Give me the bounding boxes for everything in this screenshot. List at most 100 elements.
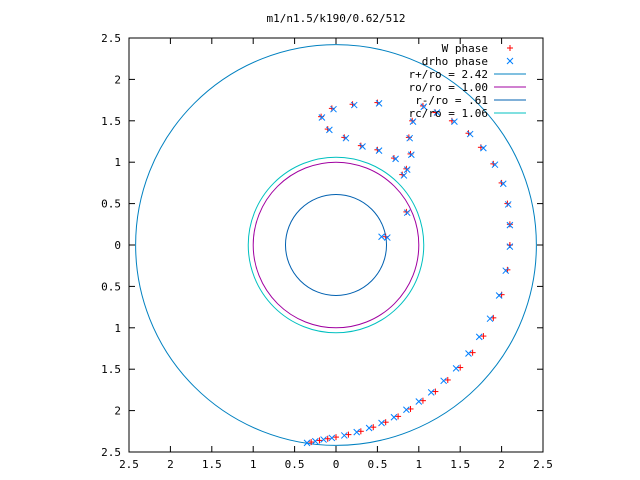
drho-phase-point bbox=[499, 180, 507, 188]
drho-phase-point bbox=[506, 221, 514, 229]
y-tick-label: 2.5 bbox=[101, 32, 121, 45]
y-tick-label: 2 bbox=[114, 73, 121, 86]
drho-phase-point bbox=[451, 118, 458, 125]
w-phase-point bbox=[308, 439, 315, 446]
x-tick-label: 1 bbox=[415, 458, 422, 471]
y-tick-label: 1.5 bbox=[101, 115, 121, 128]
legend-label: W phase bbox=[442, 42, 488, 55]
drho-phase-point bbox=[342, 134, 350, 142]
w-phase-point bbox=[506, 221, 513, 228]
drho-phase-point bbox=[480, 144, 487, 152]
circle-r-ro-2-42 bbox=[135, 44, 537, 446]
x-tick-label: 0.5 bbox=[367, 458, 387, 471]
drho-phase-point bbox=[475, 333, 483, 341]
drho-phase-point bbox=[440, 377, 447, 385]
drho-phase-point bbox=[452, 365, 460, 372]
drho-phase-point bbox=[303, 439, 311, 447]
w-phase-point bbox=[324, 435, 331, 442]
circle-rc-ro-1-06 bbox=[247, 156, 425, 334]
legend-label: r-/ro = .61 bbox=[415, 94, 488, 107]
drho-phase-point bbox=[495, 292, 503, 299]
drho-phase-point bbox=[415, 398, 423, 405]
legend-key bbox=[507, 45, 513, 51]
drho-phase-point bbox=[506, 243, 514, 251]
w-phase-point bbox=[316, 437, 323, 444]
drho-phase-point bbox=[502, 267, 510, 275]
y-tick-label: 1 bbox=[114, 322, 121, 335]
drho-phase-point bbox=[330, 105, 337, 113]
drho-phase-point bbox=[406, 134, 414, 142]
drho-phase-point bbox=[486, 315, 494, 323]
x-tick-label: 2 bbox=[498, 458, 505, 471]
drho-phase-point bbox=[328, 434, 336, 442]
w-phase-point bbox=[469, 349, 476, 356]
drho-phase-point bbox=[390, 413, 398, 421]
drho-phase-point bbox=[311, 437, 319, 445]
drho-phase-point bbox=[353, 428, 361, 436]
drho-phase-point bbox=[504, 201, 512, 208]
w-phase-point bbox=[382, 419, 389, 426]
circle-ro-ro-1-00 bbox=[252, 161, 420, 329]
y-tick-label: 1.5 bbox=[101, 363, 121, 376]
w-phase-point bbox=[395, 413, 402, 420]
legend-label: rc/ro = 1.06 bbox=[409, 107, 488, 120]
y-tick-label: 0.5 bbox=[101, 198, 121, 211]
drho-phase-point bbox=[350, 101, 358, 109]
drho-phase-point bbox=[320, 436, 327, 443]
drho-phase-point bbox=[375, 147, 383, 154]
w-phase-point bbox=[407, 405, 414, 412]
drho-phase-point bbox=[433, 109, 441, 116]
drho-phase-point bbox=[403, 406, 410, 414]
drho-phase-point bbox=[340, 432, 348, 439]
drho-phase-point bbox=[491, 161, 499, 169]
ticks-layer: 2.5 2 1.5 1 0.5 0 0.5 1 1.5 2 2.52.521.510.500.511… bbox=[101, 32, 553, 471]
x-tick-label: 2.5 bbox=[533, 458, 553, 471]
drho-phase-point bbox=[409, 118, 417, 125]
drho-phase-point bbox=[326, 126, 333, 134]
drho-phase-point bbox=[420, 103, 428, 111]
drho-phase-point bbox=[365, 424, 373, 432]
w-phase-point bbox=[357, 428, 364, 435]
w-phase-point bbox=[444, 376, 451, 383]
circles-layer bbox=[135, 44, 537, 446]
w-phase-point bbox=[345, 431, 352, 438]
drho-phase-point bbox=[375, 100, 383, 107]
x-tick-label: 0.5 bbox=[285, 458, 305, 471]
drho-phase-point bbox=[466, 130, 474, 138]
x-tick-label: 0 bbox=[333, 458, 340, 471]
circle-r-ro-61 bbox=[284, 193, 388, 297]
x-tick-label: 2 bbox=[167, 458, 174, 471]
w-phase-point bbox=[432, 388, 439, 395]
chart-title: m1/n1.5/k190/0.62/512 bbox=[266, 12, 405, 25]
drho-phase-point bbox=[403, 209, 411, 217]
points-layer bbox=[303, 99, 514, 447]
x-tick-label: 1.5 bbox=[202, 458, 222, 471]
w-phase-point bbox=[457, 364, 464, 371]
x-tick-label: 1.5 bbox=[450, 458, 470, 471]
w-phase-point bbox=[370, 424, 377, 431]
y-tick-label: 1 bbox=[114, 156, 121, 169]
w-phase-point bbox=[419, 397, 426, 404]
drho-phase-point bbox=[378, 233, 385, 241]
legend-label: r+/ro = 2.42 bbox=[409, 68, 488, 81]
x-tick-label: 2.5 bbox=[119, 458, 139, 471]
drho-phase-point bbox=[427, 389, 435, 396]
drho-phase-point bbox=[465, 350, 472, 357]
drho-phase-point bbox=[392, 155, 399, 163]
legend-label: ro/ro = 1.00 bbox=[409, 81, 488, 94]
w-phase-point bbox=[333, 434, 339, 441]
drho-phase-point bbox=[403, 166, 411, 174]
drho-phase-point bbox=[359, 143, 366, 150]
drho-phase-point bbox=[378, 419, 385, 427]
y-tick-label: 2 bbox=[114, 405, 121, 418]
drho-phase-point bbox=[400, 172, 408, 179]
drho-phase-point bbox=[383, 234, 391, 241]
legend-label: drho phase bbox=[422, 55, 488, 68]
y-tick-label: 2.5 bbox=[101, 446, 121, 459]
y-tick-label: 0 bbox=[114, 239, 121, 252]
w-phase-point bbox=[480, 333, 487, 340]
y-tick-label: 0.5 bbox=[101, 280, 121, 293]
drho-phase-point bbox=[407, 151, 415, 159]
